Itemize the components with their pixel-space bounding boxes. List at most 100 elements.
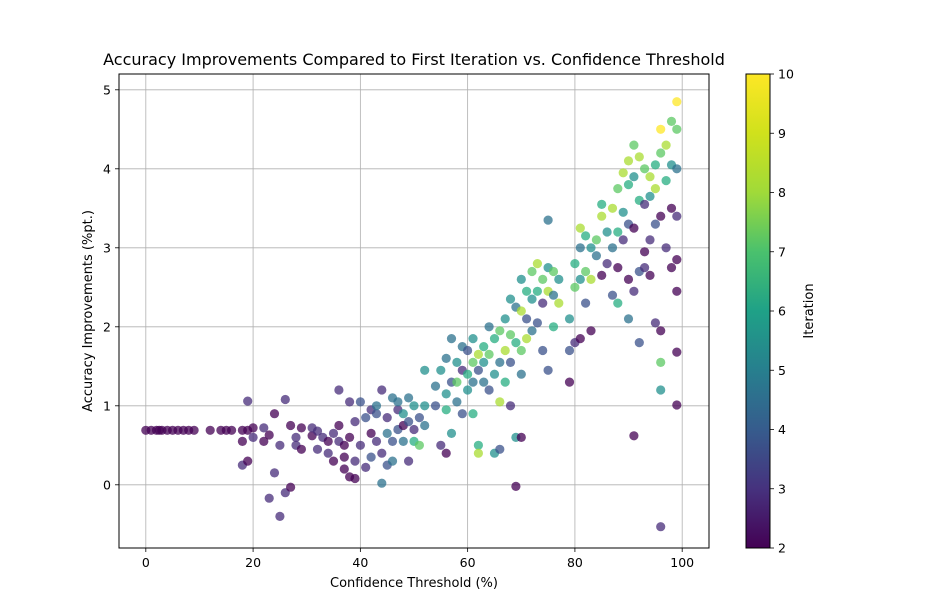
data-point (468, 409, 478, 419)
data-point (441, 389, 451, 399)
data-point (312, 426, 323, 436)
data-point (650, 160, 661, 170)
y-axis: 0 1 2 3 4 5 (103, 82, 119, 492)
data-point (666, 203, 677, 213)
data-point (672, 400, 682, 410)
data-point (430, 401, 441, 411)
data-point (441, 353, 451, 363)
data-point (656, 326, 666, 336)
data-point (522, 334, 532, 344)
data-point (532, 318, 543, 328)
colorbar-tick-label: 9 (778, 126, 786, 141)
data-point (446, 334, 457, 344)
data-point (473, 448, 483, 458)
data-point (672, 164, 682, 174)
data-point (350, 456, 360, 466)
data-point (650, 318, 661, 328)
data-point (532, 286, 543, 296)
data-point (640, 263, 650, 273)
chart-title: Accuracy Improvements Compared to First … (103, 50, 725, 69)
data-point (489, 369, 500, 379)
data-point (468, 334, 478, 344)
x-tick-label: 20 (245, 555, 261, 570)
data-point (586, 243, 596, 253)
data-point (484, 349, 494, 359)
x-tick-label: 0 (142, 555, 150, 570)
data-point (618, 168, 628, 178)
data-point (634, 152, 644, 162)
data-point (532, 259, 543, 269)
data-point (205, 425, 215, 435)
data-point (543, 365, 553, 375)
data-point (479, 342, 489, 352)
data-point (602, 259, 612, 269)
data-point (366, 428, 376, 438)
data-point (672, 347, 682, 357)
data-point (237, 436, 247, 446)
data-point (672, 255, 682, 265)
data-point (505, 294, 516, 304)
data-point (479, 377, 489, 387)
data-point (484, 322, 494, 332)
data-point (613, 184, 623, 194)
data-point (227, 425, 237, 435)
data-point (404, 456, 414, 466)
data-point (554, 298, 564, 308)
data-point (645, 172, 655, 182)
data-point (505, 330, 516, 340)
data-point (522, 286, 532, 296)
data-point (623, 156, 634, 166)
data-point (581, 231, 591, 241)
data-point (441, 448, 451, 458)
data-point (516, 345, 526, 356)
data-point (345, 397, 355, 407)
data-point (661, 140, 671, 150)
x-tick-label: 80 (567, 555, 583, 570)
data-point (618, 235, 628, 245)
data-point (511, 481, 521, 491)
data-point (489, 334, 500, 344)
data-point (269, 468, 280, 478)
data-point (527, 266, 537, 277)
data-point (629, 140, 639, 150)
data-point (398, 409, 408, 419)
data-point (259, 436, 269, 446)
y-tick-label: 2 (103, 319, 111, 334)
data-point (371, 409, 382, 419)
data-point (377, 385, 387, 395)
data-point (613, 263, 623, 273)
data-point (575, 243, 585, 253)
data-point (666, 116, 677, 126)
x-tick-label: 40 (352, 555, 368, 570)
data-point (361, 413, 371, 423)
data-point (570, 259, 580, 269)
data-point (323, 448, 333, 458)
data-point (623, 274, 634, 284)
data-point (420, 420, 430, 431)
data-point (404, 393, 414, 403)
data-point (656, 148, 666, 158)
data-point (452, 357, 462, 367)
data-point (522, 314, 532, 324)
colorbar-tick-label: 3 (778, 481, 786, 496)
data-point (243, 456, 253, 466)
grid-lines (119, 74, 709, 548)
data-point (505, 357, 516, 367)
data-point (387, 436, 398, 446)
data-point (468, 357, 478, 367)
data-point (312, 444, 323, 454)
data-point (387, 456, 398, 466)
data-point (409, 424, 419, 435)
data-point (457, 409, 467, 419)
data-point (463, 345, 473, 356)
data-point (339, 440, 349, 450)
data-point (516, 369, 526, 379)
data-point (500, 314, 510, 324)
data-point (672, 97, 682, 107)
data-point (473, 349, 483, 359)
data-point (366, 452, 376, 462)
data-point (538, 274, 548, 284)
data-point (446, 428, 457, 438)
data-point (538, 298, 548, 308)
data-point (296, 444, 306, 454)
